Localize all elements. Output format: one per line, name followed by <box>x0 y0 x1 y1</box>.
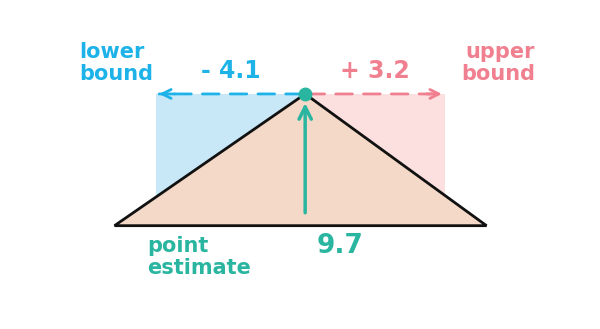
Bar <box>305 94 445 226</box>
Text: + 3.2: + 3.2 <box>340 59 410 83</box>
Bar <box>157 94 305 226</box>
Polygon shape <box>115 94 487 226</box>
Text: 9.7: 9.7 <box>317 233 364 259</box>
Text: lower
bound: lower bound <box>80 42 154 85</box>
Text: upper
bound: upper bound <box>461 42 535 85</box>
Text: - 4.1: - 4.1 <box>201 59 260 83</box>
Text: point
estimate: point estimate <box>147 236 251 278</box>
